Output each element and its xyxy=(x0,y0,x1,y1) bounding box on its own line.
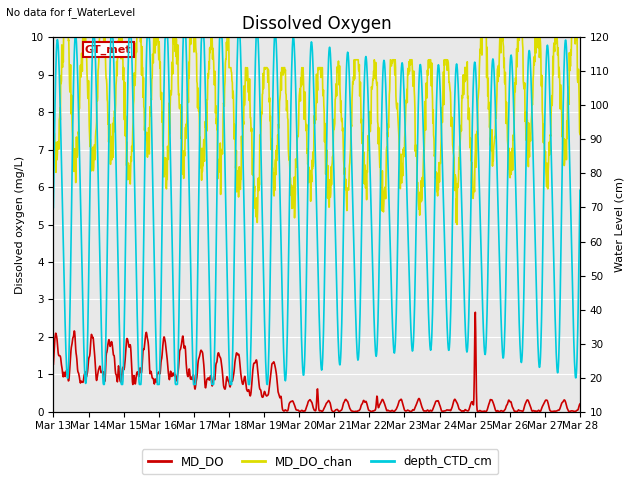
Title: Dissolved Oxygen: Dissolved Oxygen xyxy=(242,15,392,33)
Legend: MD_DO, MD_DO_chan, depth_CTD_cm: MD_DO, MD_DO_chan, depth_CTD_cm xyxy=(141,449,499,474)
Y-axis label: Dissolved oxygen (mg/L): Dissolved oxygen (mg/L) xyxy=(15,156,25,294)
Y-axis label: Water Level (cm): Water Level (cm) xyxy=(615,177,625,272)
Text: GT_met: GT_met xyxy=(85,44,131,55)
Text: No data for f_WaterLevel: No data for f_WaterLevel xyxy=(6,7,136,18)
